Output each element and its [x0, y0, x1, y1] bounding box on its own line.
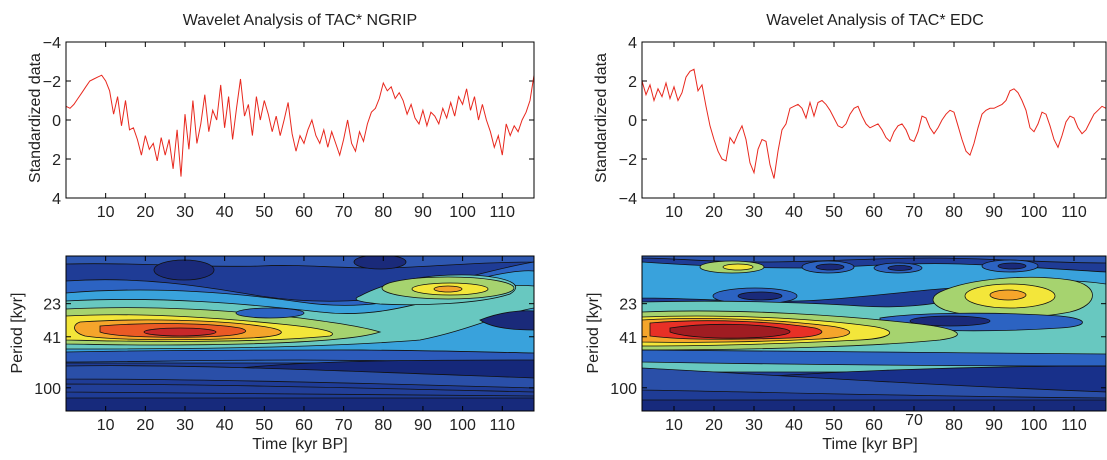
ngrip-y-axis-label: Standardized data [27, 53, 44, 183]
y-tick-label: 0 [52, 113, 61, 130]
edc-series-ticks: 10 20 30 40 50 60 70 80 90 100 110 −4 −2 0 2 4 [619, 35, 1106, 221]
y-tick-label: 0 [628, 113, 637, 130]
edc-series-axes-box [641, 41, 1107, 199]
x-tick-label: 40 [785, 204, 803, 221]
x-tick-label: 90 [985, 417, 1003, 434]
x-tick-label: 40 [216, 417, 234, 434]
x-tick-label: 10 [97, 417, 115, 434]
ngrip-wavelet-axes-box [65, 255, 535, 412]
edc-series-line [641, 68, 1107, 179]
y-tick-label: 100 [34, 381, 61, 398]
y-tick-label: 4 [628, 35, 637, 52]
x-tick-label: 40 [785, 417, 803, 434]
x-tick-label: 80 [374, 204, 392, 221]
x-tick-label: 10 [665, 204, 683, 221]
edc-chart-title: Wavelet Analysis of TAC* EDC [766, 12, 984, 29]
x-tick-label: 100 [449, 204, 476, 221]
x-tick-label: 30 [745, 417, 763, 434]
ngrip-series-line [65, 74, 535, 177]
x-tick-label: 10 [665, 417, 683, 434]
x-tick-label: 80 [945, 204, 963, 221]
x-tick-label: 70 [905, 412, 923, 429]
x-tick-label: 60 [295, 417, 313, 434]
x-tick-label: 90 [414, 204, 432, 221]
y-tick-label: 23 [43, 297, 61, 314]
x-tick-label: 50 [255, 204, 273, 221]
ngrip-wavelet-contours [66, 256, 534, 411]
ngrip-chart-title: Wavelet Analysis of TAC* NGRIP [183, 12, 417, 29]
x-tick-label: 10 [97, 204, 115, 221]
x-tick-label: 20 [136, 204, 154, 221]
y-tick-label: 41 [619, 330, 637, 347]
x-tick-label: 110 [490, 417, 516, 434]
x-tick-label: 70 [335, 204, 353, 221]
ngrip-wavelet-x-axis-label: Time [kyr BP] [252, 436, 347, 453]
ngrip-series-axes-box [65, 41, 535, 199]
x-tick-label: 110 [1061, 204, 1087, 221]
x-tick-label: 30 [176, 417, 194, 434]
x-tick-label: 110 [1061, 417, 1087, 434]
x-tick-label: 100 [1021, 204, 1048, 221]
x-tick-label: 100 [1021, 417, 1048, 434]
ngrip-series-ticks: 10 20 30 40 50 60 70 80 90 100 110 −4 −2 0 2 4 [43, 35, 534, 221]
y-tick-label: 2 [628, 74, 637, 91]
x-tick-label: 50 [255, 417, 273, 434]
y-tick-label: 23 [619, 297, 637, 314]
x-tick-label: 40 [216, 204, 234, 221]
edc-y-axis-label: Standardized data [593, 53, 610, 183]
y-tick-label: 100 [610, 381, 637, 398]
ngrip-wavelet-ticks: 10 20 30 40 50 60 70 80 90 100 110 23 41 100 [34, 256, 534, 434]
edc-wavelet-y-axis-label: Period [kyr] [585, 293, 602, 374]
x-tick-label: 80 [945, 417, 963, 434]
y-tick-label: 4 [52, 191, 61, 208]
x-tick-label: 80 [374, 417, 392, 434]
x-tick-label: 100 [449, 417, 476, 434]
x-tick-label: 90 [414, 417, 432, 434]
ngrip-wavelet-panel: 10 20 30 40 50 60 70 80 90 100 110 23 41 100 Period [… [9, 255, 535, 453]
y-tick-label: 2 [52, 152, 61, 169]
y-tick-label: −4 [619, 191, 637, 208]
y-tick-label: −2 [619, 152, 637, 169]
y-tick-label: −2 [43, 74, 61, 91]
edc-wavelet-x-axis-label: Time [kyr BP] [822, 436, 917, 453]
x-tick-label: 60 [865, 204, 883, 221]
x-tick-label: 70 [335, 417, 353, 434]
x-tick-label: 90 [985, 204, 1003, 221]
x-tick-label: 60 [295, 204, 313, 221]
x-tick-label: 110 [490, 204, 516, 221]
edc-wavelet-ticks: 10 20 30 40 50 60 70 80 90 100 110 23 41 100 [610, 256, 1106, 434]
edc-wavelet-contours [642, 256, 1106, 411]
x-tick-label: 20 [705, 417, 723, 434]
x-tick-label: 50 [825, 204, 843, 221]
x-tick-label: 20 [705, 204, 723, 221]
y-tick-label: −4 [43, 35, 61, 52]
x-tick-label: 60 [865, 417, 883, 434]
ngrip-series-panel: Wavelet Analysis of TAC* NGRIP Standardi… [27, 12, 535, 221]
y-tick-label: 41 [43, 330, 61, 347]
edc-wavelet-panel: 10 20 30 40 50 60 70 80 90 100 110 23 41 100 Period [… [585, 255, 1107, 453]
edc-series-panel: Wavelet Analysis of TAC* EDC Standardize… [593, 12, 1107, 221]
x-tick-label: 50 [825, 417, 843, 434]
x-tick-label: 30 [745, 204, 763, 221]
ngrip-wavelet-y-axis-label: Period [kyr] [9, 293, 26, 374]
edc-wavelet-axes-box [641, 255, 1107, 412]
x-tick-label: 70 [905, 204, 923, 221]
x-tick-label: 20 [136, 417, 154, 434]
x-tick-label: 30 [176, 204, 194, 221]
